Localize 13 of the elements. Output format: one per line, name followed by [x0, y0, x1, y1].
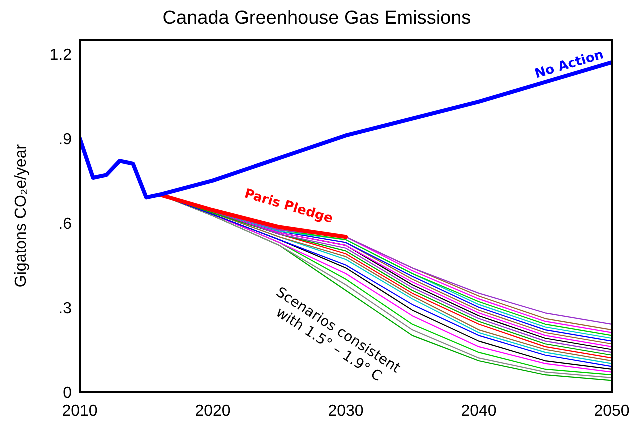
- y-tick-label: 0: [63, 385, 72, 402]
- x-tick-label: 2020: [195, 403, 231, 420]
- x-tick-label: 2030: [328, 403, 364, 420]
- y-tick-label: 1.2: [50, 47, 72, 64]
- y-axis-title: Gigatons CO₂e/year: [13, 144, 30, 288]
- x-tick-label: 2010: [62, 403, 98, 420]
- text: No Action: [533, 48, 606, 82]
- y-tick-label: .3: [58, 300, 72, 318]
- y-tick-label: .6: [58, 216, 72, 234]
- chart-title: Canada Greenhouse Gas Emissions: [162, 8, 472, 29]
- y-tick-label: .9: [58, 132, 72, 149]
- x-tick-label: 2050: [594, 403, 630, 420]
- x-tick-label: 2040: [461, 403, 497, 420]
